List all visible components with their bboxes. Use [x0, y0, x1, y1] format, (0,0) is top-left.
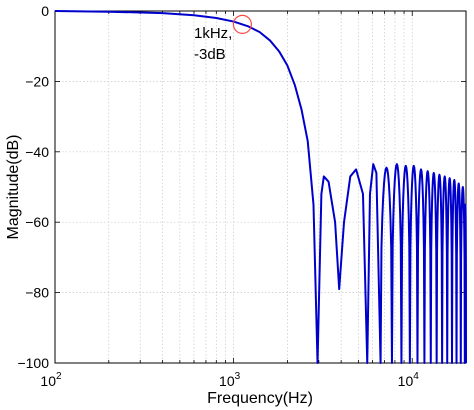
y-tick-label: −80 — [25, 285, 49, 301]
x-tick-label: 103 — [219, 371, 241, 389]
series-layer — [54, 10, 467, 364]
x-axis-label: Frequency(Hz) — [207, 390, 313, 407]
y-axis-label: Magnitude(dB) — [5, 135, 22, 240]
x-tick-label: 102 — [40, 371, 62, 389]
y-tick-label: −100 — [17, 355, 49, 371]
annotation-text: -3dB — [194, 46, 226, 63]
y-tick-label: −40 — [25, 144, 49, 160]
y-tick-label: −20 — [25, 73, 49, 89]
annotation-text: 1kHz, — [194, 25, 232, 42]
annotation-layer: 1kHz, -3dB — [194, 14, 253, 63]
series-line — [54, 10, 467, 364]
plot-frame — [54, 10, 467, 364]
x-tick-label: 104 — [398, 371, 420, 389]
annotation-marker — [232, 14, 253, 34]
y-tick-label: 0 — [41, 3, 49, 19]
y-tick-label: −60 — [25, 214, 49, 230]
